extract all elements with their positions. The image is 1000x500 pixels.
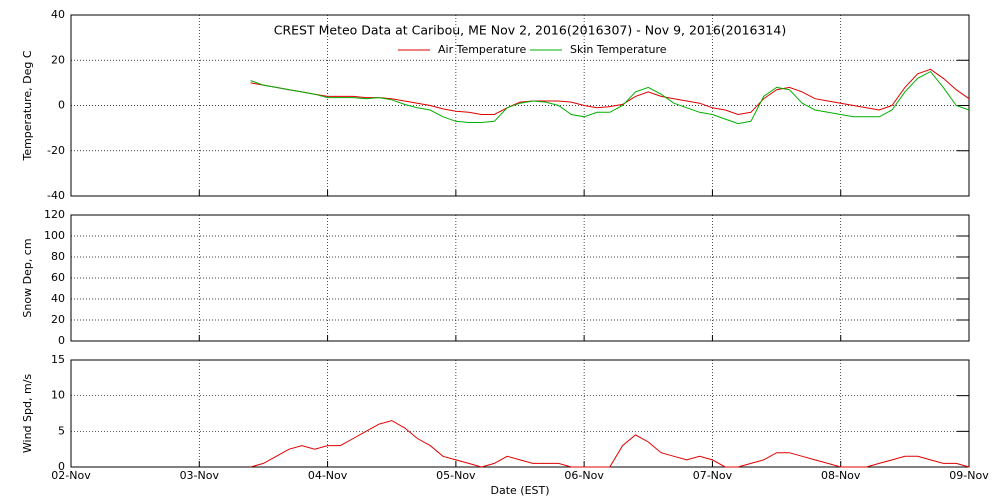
x-tick-label: 02-Nov bbox=[51, 469, 91, 482]
y-tick-label: 15 bbox=[51, 353, 65, 366]
y-tick-label: 10 bbox=[51, 389, 65, 402]
chart-title: CREST Meteo Data at Caribou, ME Nov 2, 2… bbox=[274, 23, 786, 38]
y-axis-label: Wind Spd, m/s bbox=[21, 374, 34, 454]
y-tick-label: 0 bbox=[58, 99, 65, 112]
x-tick-label: 05-Nov bbox=[436, 469, 476, 482]
y-tick-label: 0 bbox=[58, 334, 65, 347]
x-tick-label: 04-Nov bbox=[308, 469, 348, 482]
y-tick-label: 60 bbox=[51, 271, 65, 284]
x-tick-label: 09-Nov bbox=[949, 469, 989, 482]
y-tick-label: -40 bbox=[47, 189, 65, 202]
y-tick-label: 40 bbox=[51, 8, 65, 21]
x-axis-label: Date (EST) bbox=[490, 484, 549, 497]
y-tick-label: 5 bbox=[58, 424, 65, 437]
y-tick-label: 0 bbox=[58, 460, 65, 473]
data-line bbox=[250, 70, 970, 125]
y-axis-label: Temperature, Deg C bbox=[21, 50, 34, 161]
y-tick-label: 20 bbox=[51, 53, 65, 66]
plot-frame bbox=[70, 359, 970, 468]
x-tick-label: 08-Nov bbox=[821, 469, 861, 482]
y-tick-label: 80 bbox=[51, 250, 65, 263]
legend-label: Air Temperature bbox=[438, 43, 527, 56]
y-axis-label: Snow Dep, cm bbox=[21, 238, 34, 317]
y-tick-label: 120 bbox=[44, 208, 65, 221]
data-line bbox=[250, 68, 970, 116]
legend-label: Skin Temperature bbox=[570, 43, 667, 56]
x-tick-label: 07-Nov bbox=[693, 469, 733, 482]
y-tick-label: 20 bbox=[51, 313, 65, 326]
x-tick-label: 06-Nov bbox=[564, 469, 604, 482]
plot-frame bbox=[70, 14, 970, 197]
x-tick-label: 03-Nov bbox=[180, 469, 220, 482]
y-tick-label: -20 bbox=[47, 144, 65, 157]
y-tick-label: 40 bbox=[51, 292, 65, 305]
data-line bbox=[250, 420, 970, 468]
plot-frame bbox=[70, 214, 970, 342]
y-tick-label: 100 bbox=[44, 229, 65, 242]
